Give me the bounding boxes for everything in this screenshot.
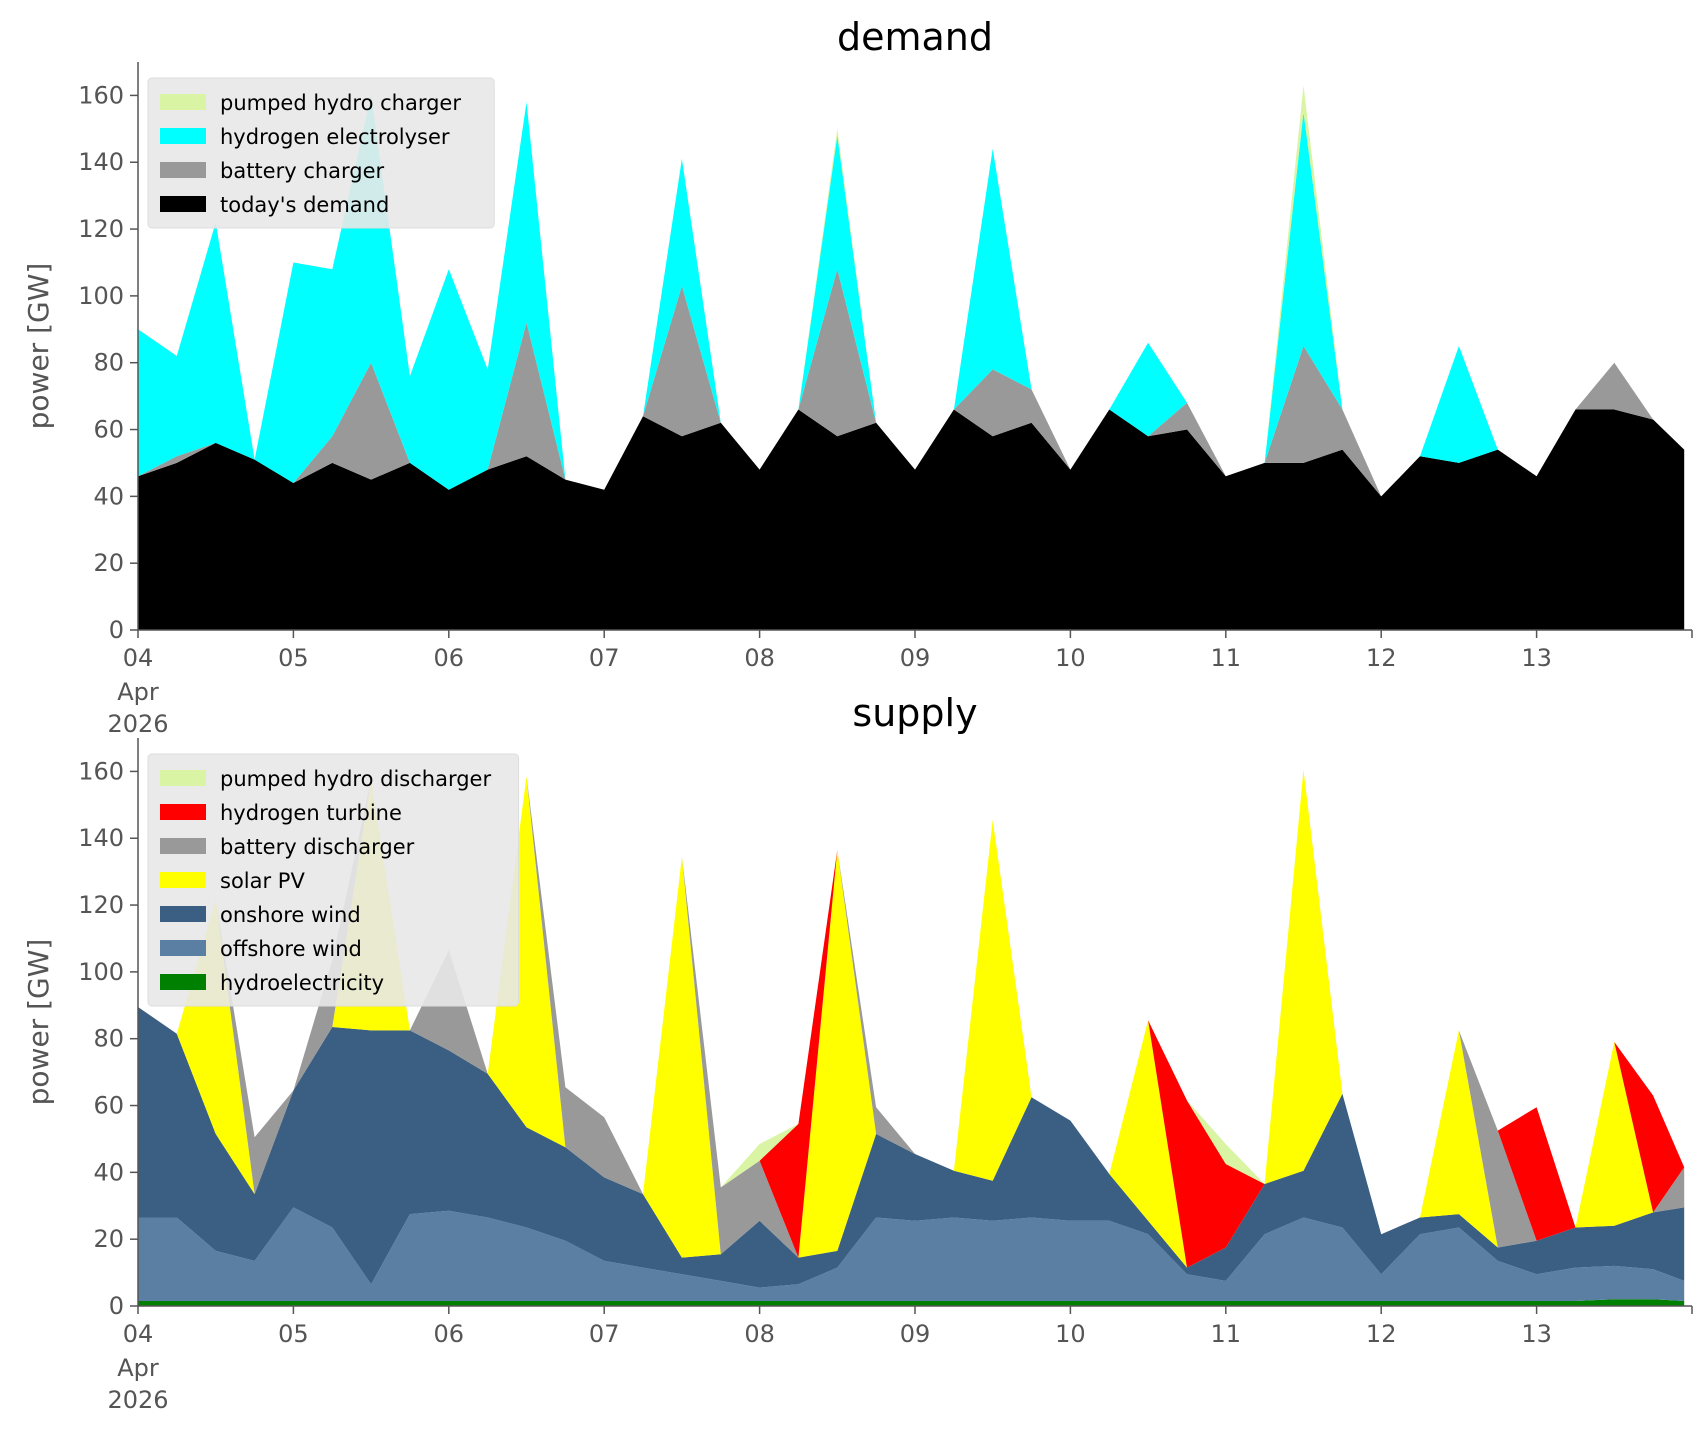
x-tick-label: 12 (1366, 644, 1397, 672)
area-series-solar-pv (138, 769, 1685, 1268)
legend-entry: battery discharger (220, 835, 415, 859)
x-tick-label: 11 (1211, 1320, 1242, 1348)
x-tick-label: 04 (123, 1320, 154, 1348)
x-tick-label: 13 (1521, 1320, 1552, 1348)
y-tick-label: 40 (93, 1158, 124, 1186)
y-tick-label: 140 (78, 148, 124, 176)
y-tick-label: 0 (109, 616, 124, 644)
legend-box (147, 77, 495, 229)
y-tick-label: 120 (78, 215, 124, 243)
x-tick-sublabel: 2026 (107, 1386, 168, 1414)
chart-legend: pumped hydro discharger hydrogen turbine b… (147, 753, 520, 1007)
y-tick-label: 80 (93, 1025, 124, 1053)
area-series-offshore-wind (138, 1207, 1685, 1301)
area-series-battery-discharger (138, 769, 1685, 1268)
y-tick-label: 0 (109, 1292, 124, 1320)
area-series-hydroelectricity (138, 1299, 1685, 1306)
y-tick-label: 20 (93, 549, 124, 577)
y-axis-label: power [GW] (22, 939, 55, 1106)
y-tick-label: 140 (78, 824, 124, 852)
legend-swatch (160, 128, 206, 144)
legend-swatch (160, 906, 206, 922)
legend-entry: hydrogen electrolyser (220, 125, 450, 149)
x-tick-label: 07 (589, 644, 620, 672)
y-tick-label: 40 (93, 482, 124, 510)
legend-swatch (160, 94, 206, 110)
x-tick-label: 06 (434, 1320, 465, 1348)
y-tick-label: 160 (78, 757, 124, 785)
legend-entry: today's demand (220, 193, 389, 217)
legend-box (147, 753, 520, 1007)
x-tick-label: 06 (434, 644, 465, 672)
x-tick-label: 09 (900, 644, 931, 672)
legend-entry: battery charger (220, 159, 385, 183)
legend-swatch (160, 872, 206, 888)
legend-swatch (160, 162, 206, 178)
chart-panel-supply: supply power [GW] 0 20 40 60 80 100 120 140 160 04 0… (22, 691, 1693, 1414)
legend-swatch (160, 804, 206, 820)
x-tick-label: 12 (1366, 1320, 1397, 1348)
y-tick-label: 60 (93, 1092, 124, 1120)
y-tick-label: 100 (78, 282, 124, 310)
legend-swatch (160, 196, 206, 212)
x-tick-label: 13 (1521, 644, 1552, 672)
chart-legend: pumped hydro charger hydrogen electrolyse… (147, 77, 495, 229)
x-tick-label: 05 (278, 1320, 309, 1348)
y-tick-label: 160 (78, 81, 124, 109)
legend-entry: pumped hydro charger (220, 91, 461, 115)
x-tick-label: 07 (589, 1320, 620, 1348)
area-series-hydrogen-turbine (138, 769, 1685, 1268)
x-tick-sublabel: Apr (117, 678, 159, 706)
chart-title: supply (852, 691, 977, 735)
y-tick-label: 20 (93, 1225, 124, 1253)
legend-entry: hydrogen turbine (220, 801, 402, 825)
legend-entry: offshore wind (220, 937, 362, 961)
x-tick-label: 08 (744, 1320, 775, 1348)
y-axis-label: power [GW] (22, 263, 55, 430)
x-tick-label: 10 (1055, 1320, 1086, 1348)
area-series-hydrogen-electrolyser (138, 95, 1685, 497)
legend-swatch (160, 770, 206, 786)
y-tick-label: 80 (93, 349, 124, 377)
y-tick-label: 120 (78, 891, 124, 919)
y-tick-label: 100 (78, 958, 124, 986)
x-tick-label: 10 (1055, 644, 1086, 672)
x-tick-label: 08 (744, 644, 775, 672)
legend-entry: hydroelectricity (220, 971, 384, 995)
chart-panel-demand: demand power [GW] 0 20 40 60 80 100 120 140 160 04 0… (22, 15, 1693, 738)
x-tick-label: 05 (278, 644, 309, 672)
area-series-battery-charger (138, 269, 1685, 497)
area-series-onshore-wind (138, 1007, 1685, 1288)
x-tick-label: 04 (123, 644, 154, 672)
x-tick-sublabel: 2026 (107, 710, 168, 738)
legend-swatch (160, 940, 206, 956)
legend-swatch (160, 838, 206, 854)
x-tick-label: 09 (900, 1320, 931, 1348)
x-tick-sublabel: Apr (117, 1354, 159, 1382)
legend-entry: pumped hydro discharger (220, 767, 491, 791)
chart-title: demand (837, 15, 993, 59)
area-series-today-s-demand (138, 409, 1685, 630)
x-tick-label: 11 (1211, 644, 1242, 672)
legend-entry: solar PV (220, 869, 305, 893)
y-tick-label: 60 (93, 416, 124, 444)
legend-entry: onshore wind (220, 903, 361, 927)
legend-swatch (160, 974, 206, 990)
